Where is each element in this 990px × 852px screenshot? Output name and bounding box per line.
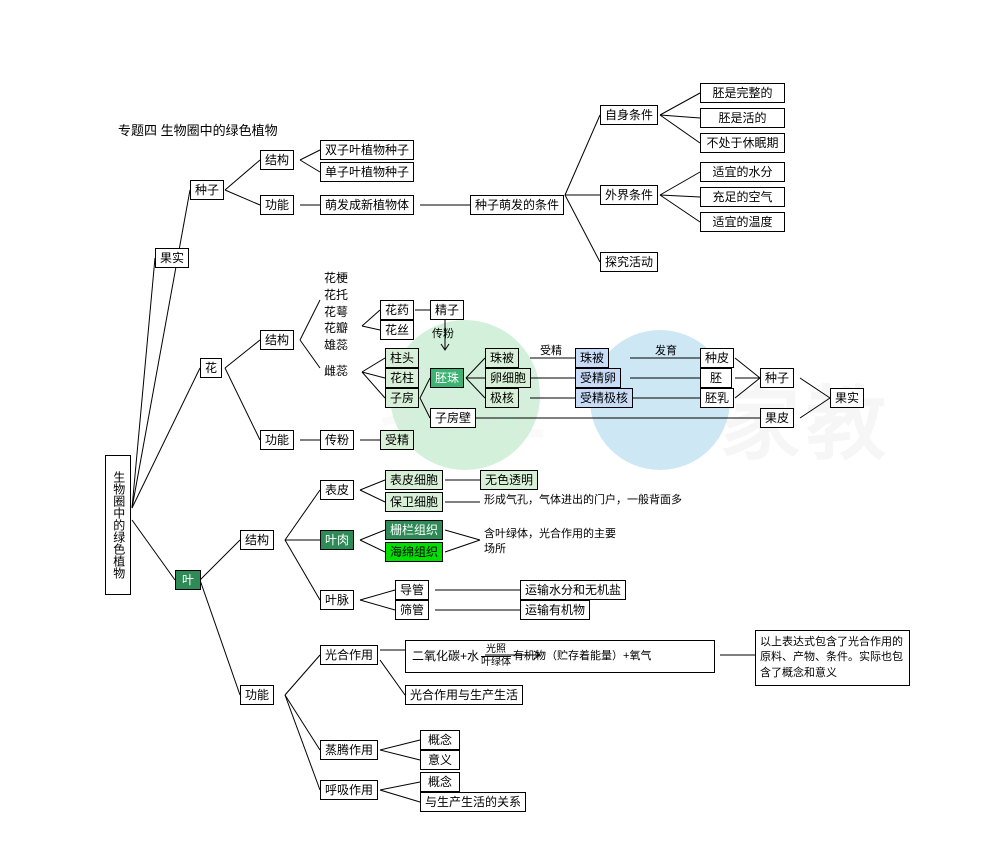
node-zygote: 受精卵 — [575, 368, 621, 388]
node-vessel-desc: 运输水分和无机盐 — [520, 580, 626, 600]
node-endosperm: 胚乳 — [700, 388, 734, 408]
node-fertilization2: 受精 — [380, 430, 414, 450]
node-respir: 呼吸作用 — [320, 780, 378, 800]
node-palisade: 栅栏组织 — [385, 520, 443, 540]
node-leaf-func: 功能 — [240, 685, 274, 705]
node-spongy: 海绵组织 — [385, 542, 443, 562]
node-germinate: 萌发成新植物体 — [320, 195, 414, 215]
node-dicot: 双子叶植物种子 — [320, 140, 414, 160]
node-integument: 珠被 — [485, 348, 519, 368]
node-egg-cell: 卵细胞 — [485, 368, 531, 388]
part-1: 花托 — [324, 287, 348, 304]
photo-eq: 二氧化碳+水 光照 叶绿体 有机物（贮存着能量）+氧气 — [405, 640, 715, 673]
part-0: 花梗 — [324, 270, 348, 287]
node-anther: 花药 — [380, 300, 414, 320]
part-4: 雄蕊 — [324, 337, 348, 354]
node-self1: 胚是完整的 — [700, 83, 785, 103]
photo-eq-left: 二氧化碳+水 — [412, 649, 479, 663]
watermark-right: 家教 — [720, 360, 892, 476]
photo-eq-top: 光照 — [486, 644, 506, 656]
node-filament: 花丝 — [380, 320, 414, 340]
node-leaf-struct: 结构 — [240, 530, 274, 550]
label-pollination: 传粉 — [432, 325, 454, 341]
node-concept1: 概念 — [420, 730, 460, 750]
node-transp: 蒸腾作用 — [320, 740, 378, 760]
node-photo-note: 以上表达式包含了光合作用的原料、产物、条件。实际也包含了概念和意义 — [755, 630, 910, 686]
node-seed-func: 功能 — [260, 195, 294, 215]
node-explore: 探究活动 — [600, 252, 658, 272]
node-life-rel: 与生产生活的关系 — [420, 792, 526, 812]
node-fruit2: 果实 — [830, 388, 864, 408]
node-pollination2: 传粉 — [320, 430, 354, 450]
node-pistil: 雌蕊 — [320, 362, 352, 380]
node-stigma: 柱头 — [385, 348, 419, 368]
label-fertilization: 受精 — [540, 342, 562, 358]
node-embryo: 胚 — [700, 368, 732, 388]
node-ovary-wall: 子房壁 — [430, 408, 476, 428]
node-leaf: 叶 — [175, 570, 201, 590]
node-flower-func: 功能 — [260, 430, 294, 450]
node-ovary: 子房 — [385, 388, 419, 408]
node-flower-struct: 结构 — [260, 330, 294, 350]
node-self-cond: 自身条件 — [600, 105, 658, 125]
part-3: 花瓣 — [324, 320, 348, 337]
node-seed: 种子 — [190, 180, 224, 200]
node-epidermis: 表皮 — [320, 480, 354, 500]
node-ext2: 充足的空气 — [700, 187, 785, 207]
node-concept2: 概念 — [420, 772, 460, 792]
node-ext-cond: 外界条件 — [600, 185, 658, 205]
part-2: 花萼 — [324, 304, 348, 321]
node-seed-struct: 结构 — [260, 150, 294, 170]
node-germ-cond: 种子萌发的条件 — [470, 195, 564, 215]
node-ext1: 适宜的水分 — [700, 162, 785, 182]
node-guard-cell: 保卫细胞 — [385, 492, 443, 512]
label-develop: 发育 — [655, 342, 677, 358]
node-photosyn: 光合作用 — [320, 645, 378, 665]
node-epi-cell: 表皮细胞 — [385, 470, 443, 490]
node-stomata-desc: 形成气孔，气体进出的门户，一般背面多 — [480, 492, 686, 509]
node-colorless: 无色透明 — [480, 470, 538, 490]
node-monocot: 单子叶植物种子 — [320, 162, 414, 182]
node-self3: 不处于休眠期 — [700, 133, 785, 153]
node-root: 生物圈中的绿色植物 — [105, 455, 131, 595]
node-seed-coat: 种皮 — [700, 348, 734, 368]
node-chloro-desc: 含叶绿体，光合作用的主要场所 — [480, 525, 620, 560]
node-pericarp: 果皮 — [760, 408, 794, 428]
node-sperm: 精子 — [430, 300, 464, 320]
node-seed2: 种子 — [760, 368, 794, 388]
node-integument2: 珠被 — [575, 348, 609, 368]
node-photo-life: 光合作用与生产生活 — [405, 685, 523, 705]
node-ovule: 胚珠 — [430, 368, 464, 388]
node-ext3: 适宜的温度 — [700, 212, 785, 232]
photo-eq-bottom: 叶绿体 — [481, 657, 511, 669]
node-style: 花柱 — [385, 368, 419, 388]
node-mesophyll: 叶肉 — [320, 530, 354, 550]
photo-eq-right: 有机物（贮存着能量）+氧气 — [513, 650, 651, 663]
node-self2: 胚是活的 — [700, 108, 785, 128]
diagram-title: 专题四 生物圈中的绿色植物 — [118, 120, 278, 139]
node-flower: 花 — [200, 358, 222, 378]
node-sieve-desc: 运输有机物 — [520, 600, 590, 620]
node-vein: 叶脉 — [320, 590, 354, 610]
node-polar-nuc: 极核 — [485, 388, 519, 408]
node-fruit: 果实 — [155, 248, 189, 268]
node-sieve: 筛管 — [395, 600, 429, 620]
node-meaning1: 意义 — [420, 750, 460, 770]
node-vessel: 导管 — [395, 580, 429, 600]
node-flower-parts: 花梗 花托 花萼 花瓣 雄蕊 — [320, 268, 352, 356]
node-endosperm-nuc: 受精极核 — [575, 388, 633, 408]
